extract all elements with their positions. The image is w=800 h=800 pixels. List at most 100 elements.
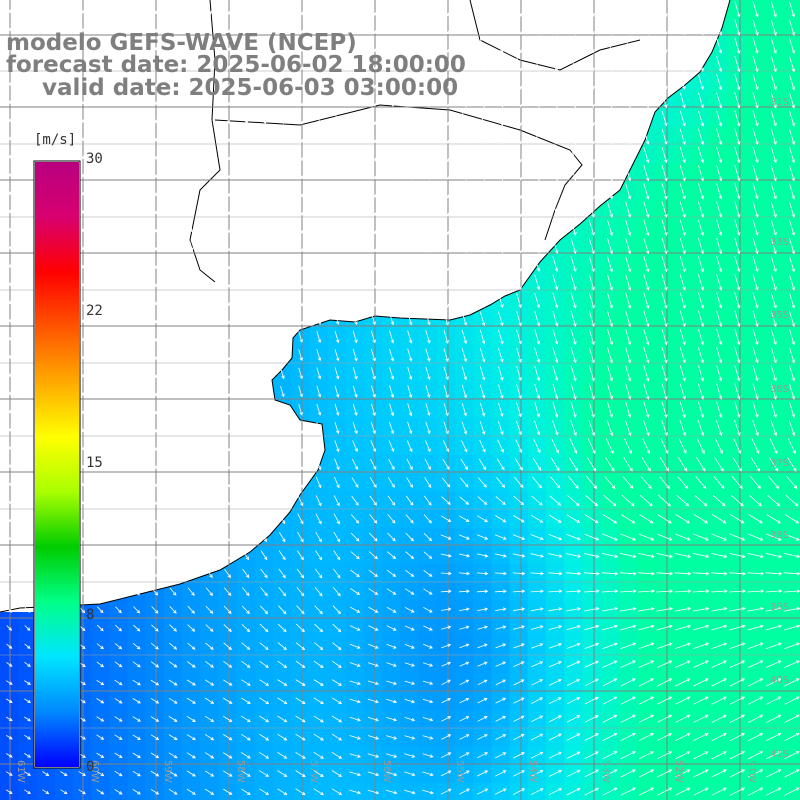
wind-arrow xyxy=(98,5,103,14)
wind-arrow xyxy=(316,21,322,34)
wind-arrow xyxy=(225,295,230,306)
wind-arrow xyxy=(789,347,795,364)
wind-cell xyxy=(527,691,547,711)
wind-arrow xyxy=(734,401,741,419)
wind-cell xyxy=(91,782,110,800)
wind-arrow xyxy=(789,219,795,237)
wind-arrow xyxy=(80,150,85,160)
wind-arrow xyxy=(98,423,103,433)
wind-arrow xyxy=(425,440,431,453)
wind-arrow xyxy=(479,329,486,345)
wind-arrow xyxy=(25,314,30,323)
wind-arrow xyxy=(316,349,322,362)
wind-arrow xyxy=(643,20,650,36)
wind-arrow xyxy=(552,310,559,327)
wind-arrow xyxy=(752,1,759,18)
wind-arrow xyxy=(698,92,704,109)
wind-cell xyxy=(436,728,456,747)
wind-arrow xyxy=(334,203,340,216)
wind-arrow xyxy=(334,148,340,162)
wind-arrow xyxy=(352,257,358,271)
wind-arrow xyxy=(225,149,230,161)
wind-arrow xyxy=(679,1,686,18)
wind-arrow xyxy=(207,22,212,33)
wind-arrow xyxy=(789,165,795,182)
wind-arrow xyxy=(479,311,486,327)
wind-arrow xyxy=(261,131,267,143)
wind-arrow xyxy=(225,4,230,15)
wind-cell xyxy=(764,746,784,765)
wind-arrow xyxy=(661,165,668,182)
wind-arrow xyxy=(134,459,139,469)
wind-arrow xyxy=(588,237,595,255)
wind-arrow xyxy=(534,20,540,35)
wind-arrow xyxy=(625,1,632,17)
wind-arrow xyxy=(425,330,431,344)
wind-arrow xyxy=(7,133,12,141)
wind-arrow xyxy=(62,59,66,69)
wind-arrow xyxy=(134,405,139,415)
wind-arrow xyxy=(625,201,632,218)
wind-arrow xyxy=(389,221,395,235)
wind-arrow xyxy=(207,113,212,124)
wind-arrow xyxy=(334,185,340,198)
wind-arrow xyxy=(116,4,121,15)
coastline xyxy=(0,0,731,613)
wind-arrow xyxy=(207,204,212,215)
wind-arrow xyxy=(552,401,559,418)
wind-arrow xyxy=(461,129,468,145)
wind-arrow xyxy=(98,405,103,415)
wind-arrow xyxy=(389,366,395,380)
wind-arrow xyxy=(80,460,85,469)
wind-arrow xyxy=(588,292,595,309)
wind-arrow xyxy=(570,1,577,17)
wind-arrow xyxy=(607,129,613,145)
wind-arrow xyxy=(334,130,340,144)
wind-arrow xyxy=(661,38,668,54)
wind-arrow xyxy=(62,23,66,32)
wind-arrow xyxy=(734,183,741,200)
wind-cell xyxy=(582,691,602,711)
wind-arrow xyxy=(534,256,541,272)
wind-arrow xyxy=(280,58,285,70)
longitude-label: 54W xyxy=(527,760,538,783)
wind-arrow xyxy=(643,1,650,17)
wind-arrow xyxy=(189,58,194,70)
wind-arrow xyxy=(588,383,595,400)
wind-cell xyxy=(709,764,729,784)
wind-cell xyxy=(728,691,747,711)
wind-arrow xyxy=(607,292,613,309)
wind-arrow xyxy=(116,186,121,197)
land-mask xyxy=(0,0,730,612)
wind-arrow xyxy=(789,274,795,291)
wind-arrow xyxy=(443,57,449,71)
wind-arrow xyxy=(261,349,267,361)
wind-arrow xyxy=(769,438,778,454)
wind-arrow xyxy=(605,438,614,454)
wind-arrow xyxy=(716,165,723,182)
wind-arrow xyxy=(207,58,212,70)
wind-arrow xyxy=(261,94,267,107)
colorbar-units: [m/s] xyxy=(34,132,77,148)
wind-arrow xyxy=(7,242,12,250)
wind-arrow xyxy=(298,331,303,343)
wind-arrow xyxy=(261,367,267,380)
wind-arrow xyxy=(80,96,85,105)
wind-arrow xyxy=(207,40,212,52)
longitude-label: 53W xyxy=(600,760,611,783)
wind-cell xyxy=(782,400,800,420)
wind-cell xyxy=(582,746,602,765)
wind-arrow xyxy=(716,310,723,328)
wind-cell xyxy=(491,709,511,729)
wind-arrow xyxy=(625,20,631,36)
wind-arrow xyxy=(789,310,795,328)
wind-arrow xyxy=(425,57,431,71)
wind-arrow xyxy=(643,328,650,346)
wind-arrow xyxy=(171,77,176,88)
wind-arrow xyxy=(189,22,194,33)
wind-arrow xyxy=(716,183,723,200)
wind-arrow xyxy=(516,20,522,35)
wind-cell xyxy=(782,509,800,529)
wind-arrow xyxy=(679,74,686,90)
wind-arrow xyxy=(461,275,468,290)
